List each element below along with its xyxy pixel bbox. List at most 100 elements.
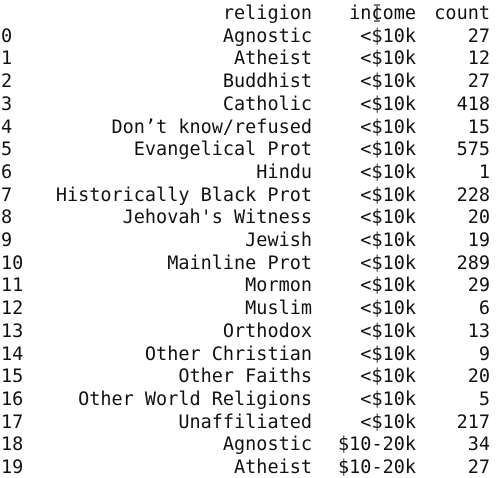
count-cell: 13 — [467, 320, 490, 342]
row-index: 15 — [1, 366, 24, 388]
table-row: 2 Buddhist <$10k 27 — [0, 71, 494, 94]
religion-header: religion — [222, 3, 312, 24]
row-index: 12 — [1, 298, 24, 320]
religion-cell: Other World Religions — [78, 388, 312, 410]
table-row: 12 Muslim <$10k 6 — [0, 298, 494, 321]
income-header: income — [349, 3, 416, 24]
count-cell: 418 — [456, 93, 490, 115]
income-cell: <$10k — [360, 275, 416, 297]
row-index: 11 — [1, 275, 24, 297]
row-index: 0 — [1, 25, 13, 47]
religion-cell: Other Christian — [144, 343, 312, 365]
table-body: 0 Agnostic <$10k 27 1 Atheist <$10k 12 2 Buddhist… — [0, 26, 494, 478]
count-cell: 19 — [467, 230, 490, 252]
religion-cell: Don’t know/refused — [111, 116, 312, 138]
count-cell: 228 — [456, 184, 490, 206]
income-cell: $10-20k — [338, 434, 416, 456]
religion-cell: Atheist — [234, 457, 312, 478]
religion-cell: Catholic — [222, 93, 312, 115]
row-index: 13 — [1, 320, 24, 342]
religion-cell: Agnostic — [222, 25, 312, 47]
table-row: 1 Atheist <$10k 12 — [0, 48, 494, 71]
table-row: 4 Don’t know/refused <$10k 15 — [0, 117, 494, 140]
religion-cell: Muslim — [245, 298, 312, 320]
table-row: 10 Mainline Prot <$10k 289 — [0, 253, 494, 276]
religion-cell: Orthodox — [222, 320, 312, 342]
row-index: 3 — [1, 93, 13, 115]
income-cell: <$10k — [360, 343, 416, 365]
dataframe-table: religion income count 0 Agnostic <$10k 27 1 A… — [0, 3, 494, 478]
religion-cell: Jehovah's Witness — [122, 207, 312, 229]
row-index: 6 — [1, 161, 13, 183]
income-cell: <$10k — [360, 71, 416, 93]
table-row: 9 Jewish <$10k 19 — [0, 230, 494, 253]
table-row: 13 Orthodox <$10k 13 — [0, 321, 494, 344]
income-cell: <$10k — [360, 411, 416, 433]
table-row: 18 Agnostic $10-20k 34 — [0, 434, 494, 457]
index-header — [0, 3, 40, 26]
religion-cell: Agnostic — [222, 434, 312, 456]
income-cell: <$10k — [360, 48, 416, 70]
count-header: count — [434, 3, 490, 24]
row-index: 7 — [1, 184, 13, 206]
row-index: 2 — [1, 71, 13, 93]
table-row: 15 Other Faiths <$10k 20 — [0, 366, 494, 389]
table-row: 7 Historically Black Prot <$10k 228 — [0, 185, 494, 208]
text-cursor-icon — [374, 4, 380, 22]
count-cell: 27 — [467, 25, 490, 47]
count-cell: 1 — [478, 161, 490, 183]
count-cell: 5 — [478, 388, 490, 410]
table-row: 16 Other World Religions <$10k 5 — [0, 389, 494, 412]
count-cell: 20 — [467, 366, 490, 388]
count-cell: 6 — [478, 298, 490, 320]
income-cell: <$10k — [360, 161, 416, 183]
count-cell: 12 — [467, 48, 490, 70]
header-row: religion income count — [0, 3, 494, 26]
religion-cell: Hindu — [256, 161, 312, 183]
religion-cell: Evangelical Prot — [133, 139, 312, 161]
income-cell: <$10k — [360, 388, 416, 410]
table-row: 0 Agnostic <$10k 27 — [0, 26, 494, 49]
religion-cell: Buddhist — [222, 71, 312, 93]
count-cell: 29 — [467, 275, 490, 297]
table-row: 5 Evangelical Prot <$10k 575 — [0, 139, 494, 162]
count-cell: 217 — [456, 411, 490, 433]
row-index: 14 — [1, 343, 24, 365]
table-row: 8 Jehovah's Witness <$10k 20 — [0, 207, 494, 230]
row-index: 16 — [1, 388, 24, 410]
count-cell: 575 — [456, 139, 490, 161]
row-index: 9 — [1, 230, 13, 252]
count-cell: 20 — [467, 207, 490, 229]
income-cell: <$10k — [360, 116, 416, 138]
income-cell: <$10k — [360, 298, 416, 320]
income-cell: <$10k — [360, 252, 416, 274]
religion-cell: Atheist — [234, 48, 312, 70]
income-cell: <$10k — [360, 139, 416, 161]
table-row: 14 Other Christian <$10k 9 — [0, 344, 494, 367]
income-cell: <$10k — [360, 366, 416, 388]
table-row: 6 Hindu <$10k 1 — [0, 162, 494, 185]
row-index: 1 — [1, 48, 13, 70]
table-row: 3 Catholic <$10k 418 — [0, 94, 494, 117]
income-cell: <$10k — [360, 230, 416, 252]
row-index: 19 — [1, 457, 24, 478]
count-cell: 27 — [467, 71, 490, 93]
count-cell: 27 — [467, 457, 490, 478]
count-cell: 15 — [467, 116, 490, 138]
religion-cell: Jewish — [245, 230, 312, 252]
income-cell: <$10k — [360, 25, 416, 47]
income-cell: $10-20k — [338, 457, 416, 478]
table-row: 17 Unaffiliated <$10k 217 — [0, 412, 494, 435]
religion-cell: Historically Black Prot — [55, 184, 312, 206]
religion-cell: Mormon — [245, 275, 312, 297]
religion-cell: Mainline Prot — [167, 252, 312, 274]
count-cell: 289 — [456, 252, 490, 274]
income-cell: <$10k — [360, 93, 416, 115]
table-row: 19 Atheist $10-20k 27 — [0, 457, 494, 478]
row-index: 18 — [1, 434, 24, 456]
income-cell: <$10k — [360, 207, 416, 229]
count-cell: 34 — [467, 434, 490, 456]
row-index: 10 — [1, 252, 24, 274]
table-row: 11 Mormon <$10k 29 — [0, 275, 494, 298]
